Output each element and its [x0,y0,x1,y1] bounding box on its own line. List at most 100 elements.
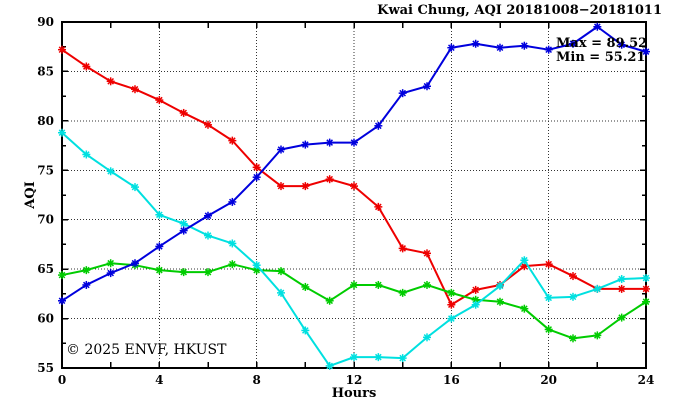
series-blue-marker [398,89,407,98]
series-cyan-marker [301,326,310,335]
marker-stroke [107,259,114,267]
marker-stroke [156,211,163,219]
series-cyan-marker [350,353,358,362]
marker-stroke [83,281,90,289]
marker-stroke [229,198,236,206]
marker-stroke [277,267,285,275]
series-green-marker [642,297,650,306]
series-red-marker [131,85,139,94]
series-green-marker [58,271,66,280]
y-tick-label: 75 [37,163,54,177]
x-tick-label: 0 [58,373,66,387]
min-annotation: Min = 55.21 [556,50,645,65]
series-blue-marker [496,43,504,52]
series-red-marker [277,182,285,191]
series-blue-marker [82,280,91,289]
marker-stroke [326,362,333,370]
x-tick-label: 4 [155,373,163,387]
series-red-marker [471,285,480,294]
marker-stroke [545,294,552,302]
series-cyan-marker [447,314,456,323]
series-blue-marker [179,226,188,235]
marker-stroke [594,332,601,339]
series-red-marker [252,163,261,172]
marker-stroke [253,173,260,181]
series-green-marker [82,266,91,275]
marker-stroke [448,44,455,52]
x-tick-label: 20 [540,373,557,387]
series-red-marker [617,284,626,293]
series-cyan-marker [277,288,285,297]
marker-stroke [107,77,114,85]
series-cyan-marker [131,183,139,192]
marker-stroke [521,256,528,264]
y-tick-label: 55 [37,361,54,375]
series-cyan-marker [642,274,650,283]
marker-stroke [472,301,479,309]
series-red-marker [374,202,383,211]
marker-stroke [569,272,577,280]
marker-stroke [180,227,187,234]
series-red-marker [82,62,91,71]
marker-stroke [350,182,358,190]
y-tick-label: 60 [37,312,54,326]
marker-stroke [229,240,236,247]
series-green-marker [447,288,456,297]
series-red-marker [569,272,577,281]
series-red-marker [179,108,188,117]
series-cyan-marker [398,354,407,363]
series-cyan-marker [82,150,91,159]
marker-stroke [618,275,625,283]
marker-stroke [131,85,139,93]
marker-stroke [156,266,163,274]
marker-stroke [277,289,285,297]
series-green-marker [301,282,310,291]
marker-stroke [448,289,455,297]
marker-stroke [229,260,236,268]
marker-stroke [302,141,309,148]
marker-stroke [204,268,212,276]
marker-stroke [326,139,333,146]
marker-stroke [204,212,212,220]
marker-stroke [521,305,528,313]
series-red-marker [106,77,115,86]
marker-stroke [423,334,431,341]
marker-stroke [423,281,431,289]
series-red-marker [325,175,334,184]
series-blue-marker [155,242,164,251]
marker-stroke [107,167,114,175]
marker-stroke [180,109,187,117]
series-green-marker [617,313,626,322]
x-axis-label: Hours [332,386,377,401]
chart-title: Kwai Chung, AQI 20181008−20181011 [377,3,662,18]
series-blue-marker [204,211,212,220]
marker-stroke [472,286,479,294]
series-cyan-marker [179,219,188,228]
marker-stroke [350,139,358,146]
marker-stroke [326,297,333,305]
marker-stroke [521,42,528,50]
series-blue-marker [593,22,602,31]
marker-stroke [472,40,479,48]
x-tick-label: 8 [252,373,260,387]
series-cyan-marker [374,353,383,362]
marker-stroke [58,129,66,137]
marker-stroke [350,353,358,361]
series-blue-marker [544,45,553,54]
marker-stroke [204,232,212,239]
marker-stroke [448,315,455,322]
series-blue-marker [471,39,480,48]
series-cyan-marker [423,333,431,342]
marker-stroke [594,23,601,31]
series-red-marker [204,120,212,129]
series-cyan-marker [58,128,66,137]
marker-stroke [375,353,382,361]
marker-stroke [545,260,552,268]
marker-stroke [618,41,625,49]
marker-stroke [277,146,285,153]
series-cyan-marker [593,284,602,293]
y-tick-label: 70 [37,213,54,227]
marker-stroke [326,175,333,183]
marker-stroke [569,335,577,342]
marker-stroke [253,163,260,171]
